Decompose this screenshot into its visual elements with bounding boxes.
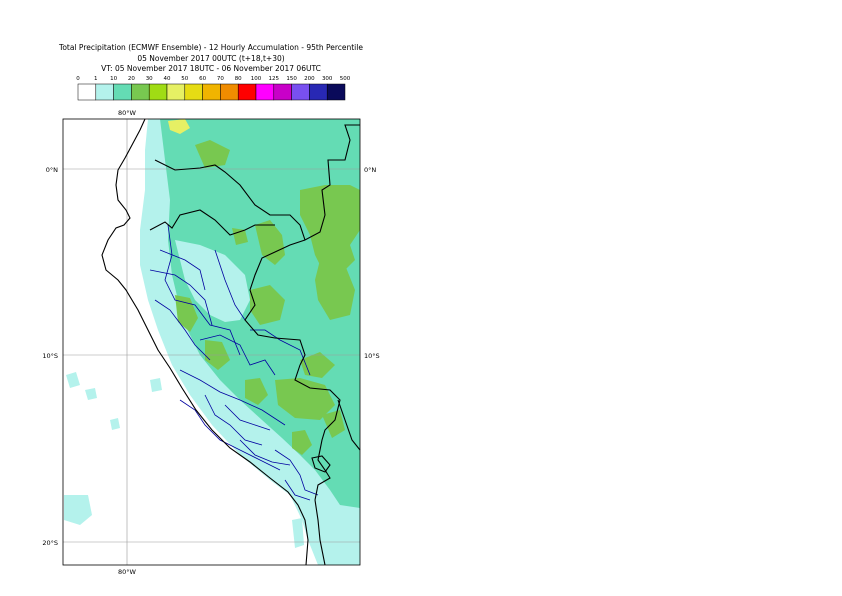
precip-ocean-speckle (110, 418, 120, 430)
legend-tick-label: 0 (76, 76, 80, 82)
color-legend: 0 1 10 20 30 40 50 60 70 80 100 125 150 200 300 500 (76, 76, 351, 101)
legend-tick-label: 40 (164, 76, 171, 82)
legend-tick-label: 10 (110, 76, 117, 82)
precip-green-patch (315, 260, 355, 320)
chart-title: Total Precipitation (ECMWF Ensemble) - 1… (59, 43, 363, 52)
legend-tick-label: 60 (199, 76, 206, 82)
precip-green-patch (300, 185, 360, 275)
legend-tick-label: 100 (251, 76, 262, 82)
legend-tick-label: 125 (269, 76, 280, 82)
country-borders (101, 118, 361, 566)
chart-subtitle-run: 05 November 2017 00UTC (t+18,t+30) (137, 54, 285, 63)
lon-label-bottom: 80°W (118, 568, 137, 576)
legend-swatch (326, 83, 346, 101)
precip-light-gap (175, 240, 250, 322)
legend-tick-label: 80 (235, 76, 242, 82)
legend-tick-label: 70 (217, 76, 224, 82)
legend-tick-label: 150 (286, 76, 297, 82)
precip-ocean-speckle (150, 378, 162, 392)
precip-ocean-speckle (64, 495, 92, 525)
legend-tick-label: 500 (340, 76, 351, 82)
precip-lime-spot (168, 119, 190, 134)
precip-green-patch (322, 410, 345, 438)
legend-tick-label: 50 (181, 76, 188, 82)
legend-tick-label: 300 (322, 76, 333, 82)
legend-tick-label: 1 (94, 76, 98, 82)
map-field (64, 119, 360, 565)
lon-label-top: 80°W (118, 109, 137, 117)
lat-label-left-10s: 10°S (42, 352, 58, 360)
legend-tick-label: 200 (304, 76, 315, 82)
legend-tick-label: 20 (128, 76, 135, 82)
precip-green-patch (232, 228, 248, 245)
precip-green-patch (195, 140, 230, 168)
precip-green-patch (245, 378, 268, 405)
chart-subtitle-validity: VT: 05 November 2017 18UTC - 06 November… (101, 64, 321, 73)
precip-green-patch (250, 285, 285, 325)
coastline (101, 118, 309, 566)
province-borders (149, 224, 319, 501)
precip-green-patch (255, 220, 285, 265)
lat-label-right-0: 0°N (364, 166, 376, 174)
map-frame (62, 118, 361, 566)
lat-label-left-20s: 20°S (42, 539, 58, 547)
graticule (63, 119, 360, 565)
precip-ocean-speckle (292, 518, 304, 548)
precip-ocean-speckle (66, 372, 80, 388)
precip-ocean-speckle (85, 388, 97, 400)
legend-tick-label: 30 (146, 76, 153, 82)
lat-label-right-10s: 10°S (364, 352, 380, 360)
lat-label-left-0: 0°N (46, 166, 58, 174)
precip-green-patch (292, 430, 312, 455)
